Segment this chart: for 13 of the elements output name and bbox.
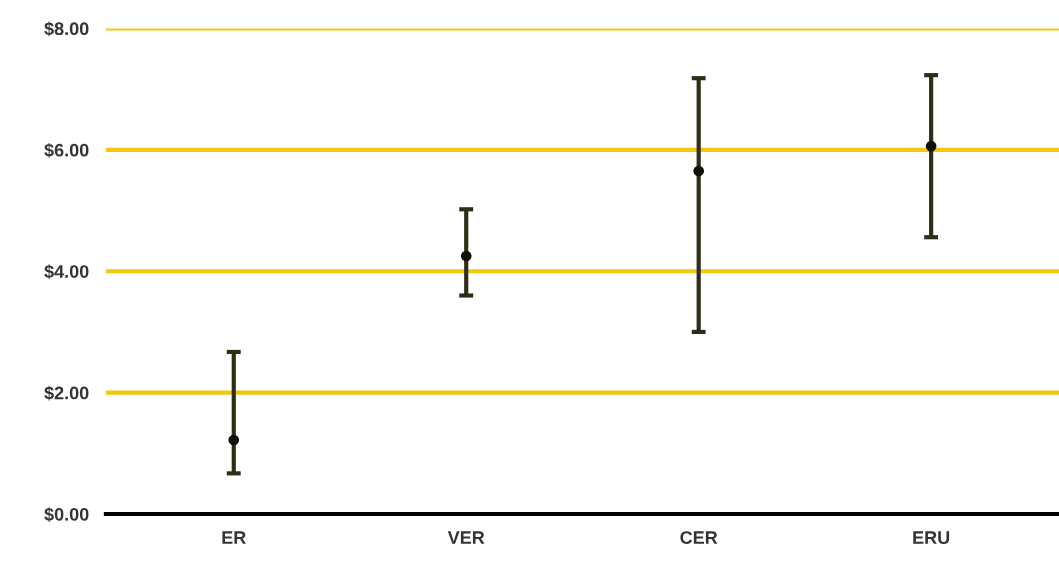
point — [925, 140, 937, 152]
y-tick-label: $8.00 — [44, 21, 89, 37]
point — [693, 165, 705, 177]
x-tick-label: ER — [222, 531, 246, 544]
x-tick-label: VER — [447, 531, 485, 544]
y-tick-label: $2.00 — [44, 385, 89, 401]
x-tick-label: CER — [680, 531, 718, 544]
x-tick-label: ERU — [913, 531, 950, 544]
y-tick-label: $4.00 — [44, 264, 89, 280]
point — [460, 250, 472, 262]
y-tick-label: $0.00 — [44, 507, 89, 522]
y-tick-label: $6.00 — [44, 142, 89, 158]
point — [228, 434, 240, 446]
